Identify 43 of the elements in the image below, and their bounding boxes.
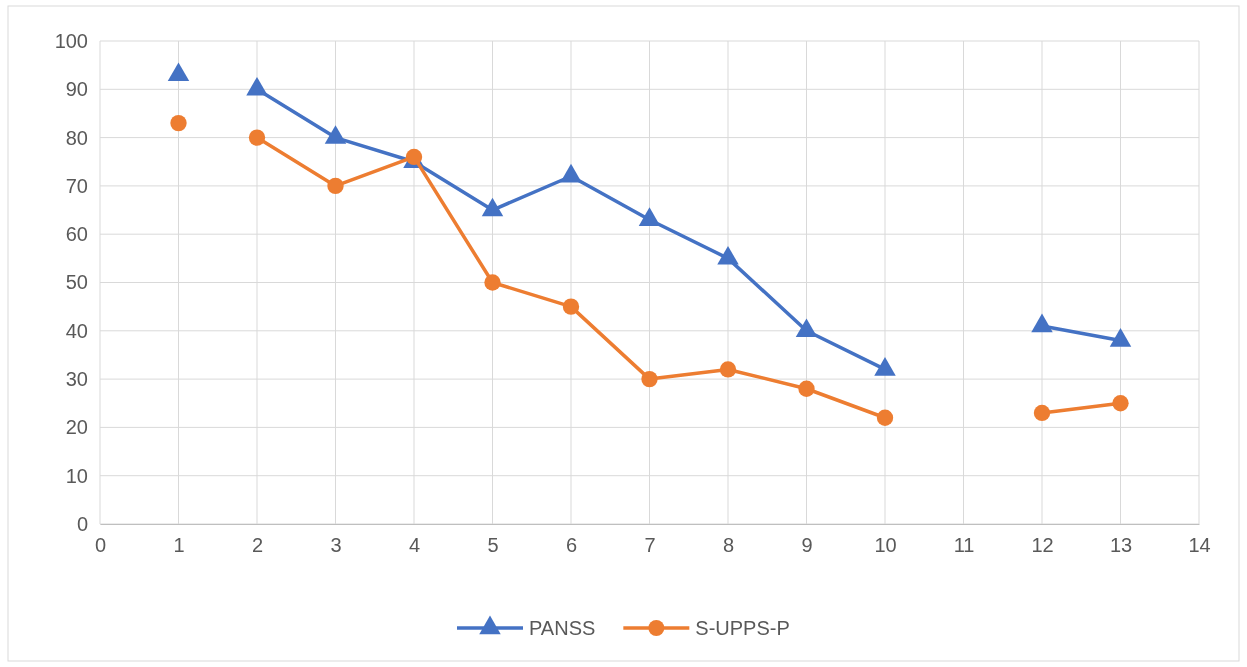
y-tick-label: 90 [65, 78, 88, 101]
x-tick-label: 2 [251, 534, 264, 557]
point [560, 163, 582, 183]
point [717, 245, 739, 265]
y-tick-label: 0 [76, 512, 88, 535]
y-tick-label: 80 [65, 126, 88, 149]
y-tick-label: 100 [54, 29, 88, 52]
x-tick-label: 11 [953, 534, 975, 557]
point [562, 298, 580, 315]
x-tick-label: 13 [1109, 534, 1133, 557]
x-tick-label: 6 [565, 534, 578, 557]
x-tick-label: 12 [1031, 534, 1054, 557]
legend-label: S-UPPS-P [695, 617, 790, 639]
point [1033, 404, 1051, 422]
point [798, 380, 815, 397]
x-tick-label: 14 [1188, 534, 1211, 557]
y-tick-label: 10 [65, 464, 88, 487]
y-tick-label: 20 [65, 416, 88, 439]
point [641, 370, 658, 388]
point [638, 207, 661, 226]
x-tick-label: 4 [408, 534, 421, 557]
legend-label: PANSS [529, 617, 596, 639]
x-tick-label: 3 [330, 534, 342, 557]
x-tick-label: 0 [94, 534, 107, 557]
x-tick-label: 9 [801, 534, 813, 557]
point [324, 125, 347, 144]
point [719, 361, 737, 378]
y-tick-label: 30 [65, 368, 88, 390]
point [481, 197, 504, 217]
point [1112, 395, 1129, 412]
x-tick-label: 1 [173, 534, 185, 557]
y-tick-label: 50 [65, 271, 88, 294]
y-tick-label: 40 [65, 319, 88, 342]
point [246, 76, 268, 96]
point [484, 274, 501, 291]
x-tick-label: 10 [874, 534, 897, 557]
point [167, 62, 190, 82]
x-tick-label: 5 [487, 534, 499, 557]
x-tick-label: 7 [644, 534, 656, 557]
y-tick-label: 70 [65, 174, 88, 197]
x-tick-label: 8 [722, 534, 735, 557]
point [876, 409, 894, 426]
y-tick-label: 60 [65, 223, 88, 246]
